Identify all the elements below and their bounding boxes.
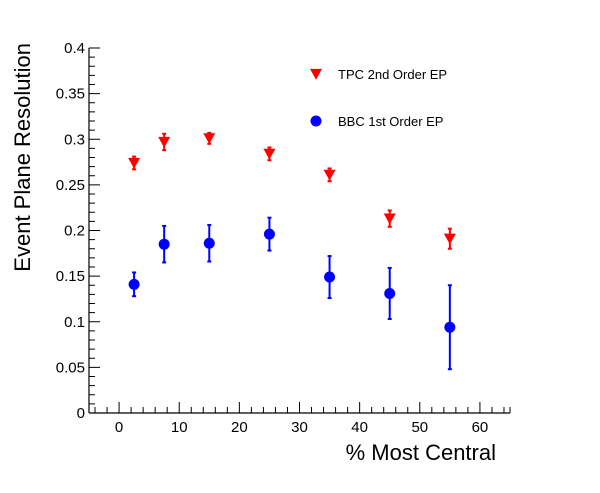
legend-item: BBC 1st Order EP [310,114,443,129]
y-tick-label: 0.3 [64,131,85,148]
plot-frame [88,48,510,414]
y-tick-label: 0.15 [56,268,85,285]
x-tick-label: 20 [231,419,248,436]
data-point [158,136,171,148]
legend-label: BBC 1st Order EP [338,114,443,129]
data-point [128,278,140,290]
series-tpc [128,131,456,250]
y-axis-title: Event Plane Resolution [10,43,35,272]
data-point [443,233,456,245]
x-tick-label: 30 [291,419,308,436]
x-tick-label: 50 [411,419,428,436]
x-tick-labels: 0 10 20 30 40 50 60 [115,419,488,436]
axis-ticks [88,47,511,414]
legend: TPC 2nd Order EP BBC 1st Order EP [310,67,447,129]
data-series [128,131,456,371]
x-tick-label: 10 [171,419,188,436]
y-tick-label: 0.4 [64,40,85,57]
data-point [263,148,276,160]
x-axis-title: % Most Central [346,440,496,465]
data-point [323,169,336,181]
y-tick-labels: 0 0.05 0.1 0.15 0.2 0.25 0.3 0.35 0.4 [56,40,85,422]
x-tick-label: 60 [472,419,489,436]
legend-label: TPC 2nd Order EP [338,67,447,82]
data-point [128,157,141,169]
series-bbc [128,216,456,371]
data-point [263,228,275,240]
x-tick-label: 0 [115,419,123,436]
data-point [203,133,216,145]
legend-marker [310,115,322,127]
legend-item: TPC 2nd Order EP [310,67,447,82]
data-point [158,238,170,250]
y-tick-label: 0.1 [64,314,85,331]
y-tick-label: 0.35 [56,86,85,103]
legend-marker [310,68,322,80]
y-tick-label: 0.25 [56,177,85,194]
data-point [383,213,396,225]
data-point [444,321,456,333]
data-point [384,287,396,299]
y-tick-label: 0 [77,405,85,422]
y-tick-label: 0.05 [56,359,85,376]
data-point [324,271,336,283]
y-tick-label: 0.2 [64,223,85,240]
x-tick-label: 40 [351,419,368,436]
data-point [203,237,215,249]
